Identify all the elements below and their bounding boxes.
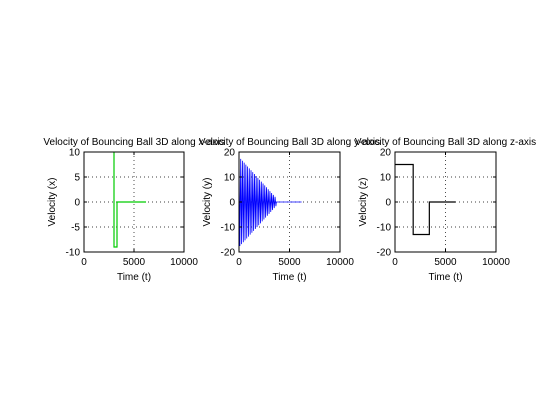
y-tick-label: -20 (377, 248, 392, 259)
series-line-1 (238, 156, 302, 247)
x-axis-label: Time (t) (272, 272, 306, 283)
y-tick-label: -10 (221, 223, 236, 234)
chart-title: Velocity of Bouncing Ball 3D along y-axi… (199, 137, 380, 148)
y-tick-label: -10 (377, 223, 392, 234)
y-tick-label: -10 (66, 248, 81, 259)
series-line-1 (113, 152, 146, 248)
chart-title: Velocity of Bouncing Ball 3D along z-axi… (355, 137, 536, 148)
x-tick-label: 0 (236, 257, 242, 268)
y-tick-label: 0 (385, 198, 391, 209)
y-tick-label: 10 (69, 148, 81, 159)
y-tick-label: 10 (224, 173, 236, 184)
y-axis-label: Velocity (x) (47, 178, 58, 227)
x-tick-label: 0 (81, 257, 87, 268)
y-tick-label: -20 (221, 248, 236, 259)
y-tick-label: 5 (74, 173, 80, 184)
x-axis-label: Time (t) (117, 272, 151, 283)
x-tick-label: 5000 (123, 257, 146, 268)
y-tick-label: 10 (380, 173, 392, 184)
x-tick-label: 5000 (278, 257, 301, 268)
y-tick-label: 0 (74, 198, 80, 209)
y-tick-label: 20 (380, 148, 392, 159)
y-tick-label: 0 (229, 198, 235, 209)
series-line-1 (395, 163, 456, 236)
x-axis-label: Time (t) (428, 272, 462, 283)
x-tick-label: 10000 (326, 257, 354, 268)
y-axis-label: Velocity (z) (358, 178, 369, 227)
y-tick-label: -5 (71, 223, 80, 234)
x-tick-label: 10000 (482, 257, 510, 268)
x-tick-label: 5000 (434, 257, 457, 268)
x-tick-label: 0 (392, 257, 398, 268)
y-tick-label: 20 (224, 148, 236, 159)
chart-title: Velocity of Bouncing Ball 3D along x-axi… (43, 137, 224, 148)
x-tick-label: 10000 (170, 257, 198, 268)
y-axis-label: Velocity (y) (202, 178, 213, 227)
